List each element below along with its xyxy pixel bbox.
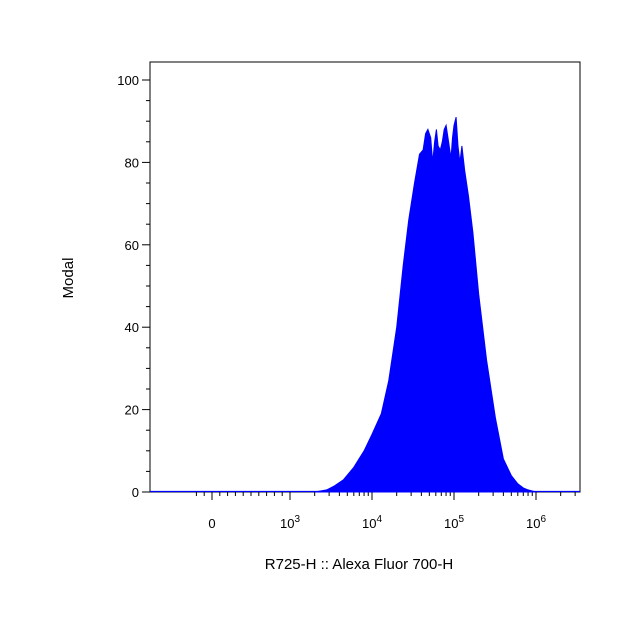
y-tick-label: 100	[117, 73, 139, 88]
x-tick-label: 105	[444, 514, 464, 531]
y-tick-label: 0	[132, 485, 139, 500]
histogram-area	[314, 116, 537, 493]
y-tick-label: 80	[125, 155, 139, 170]
x-tick-label: 106	[526, 514, 546, 531]
y-tick-label: 40	[125, 320, 139, 335]
y-minor-ticks	[146, 100, 150, 472]
y-axis: 0 20 40 60 80 100	[117, 73, 150, 500]
x-axis-title: R725-H :: Alexa Fluor 700-H	[265, 556, 453, 573]
x-tick-label: 104	[362, 514, 382, 531]
x-minor-ticks	[195, 492, 576, 496]
x-axis: 0 103 104 105 106	[208, 492, 546, 531]
y-tick-label: 60	[125, 238, 139, 253]
x-tick-label: 103	[280, 514, 300, 531]
plot-frame	[149, 61, 581, 493]
y-tick-label: 20	[125, 403, 139, 418]
x-tick-label: 0	[208, 516, 215, 531]
y-axis-title: Modal	[60, 258, 77, 299]
